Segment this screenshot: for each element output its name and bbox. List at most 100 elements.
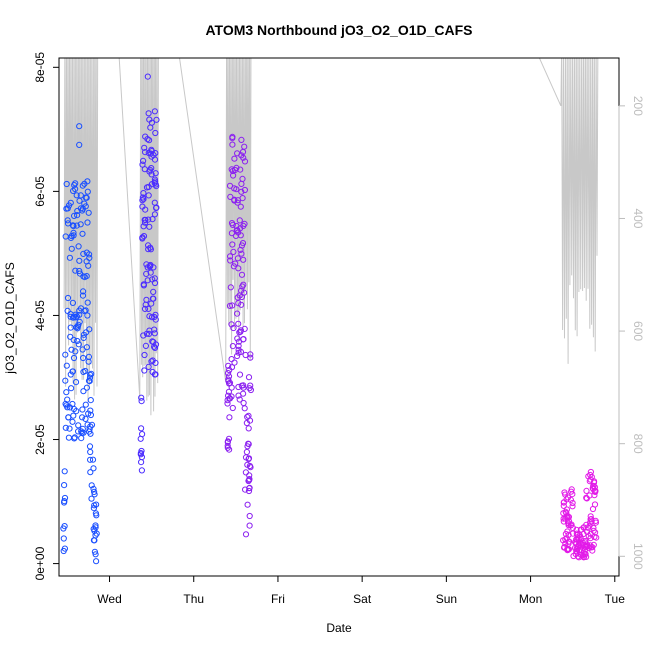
data-point [227, 284, 234, 291]
data-point [137, 435, 144, 442]
data-point [576, 532, 583, 539]
data-point [72, 379, 80, 386]
data-point [238, 136, 245, 143]
data-point [86, 378, 93, 385]
data-point [246, 512, 253, 520]
y-tick-label: 0e+00 [33, 546, 47, 580]
data-point [563, 496, 570, 503]
x-tick-label: Tue [605, 592, 626, 606]
data-point [241, 289, 248, 296]
x-tick-label: Wed [97, 592, 121, 606]
data-point [144, 277, 151, 284]
data-point [78, 435, 85, 442]
data-point [91, 502, 98, 509]
x-axis: Wed Thu Fri Sat Sun Mon Tue [97, 575, 626, 606]
data-points [60, 73, 600, 565]
pressure-trace [63, 58, 599, 416]
data-point [241, 143, 248, 150]
data-point [145, 216, 152, 223]
data-point [144, 136, 151, 143]
x-tick-label: Sat [353, 592, 372, 606]
data-point [562, 536, 569, 543]
data-point [141, 305, 149, 312]
data-point [246, 484, 253, 491]
data-point [138, 425, 145, 432]
data-point [235, 320, 242, 327]
data-point [234, 150, 241, 157]
data-point [76, 257, 83, 264]
data-point [146, 313, 153, 320]
data-point [79, 205, 87, 212]
data-point [565, 546, 573, 553]
data-point [63, 180, 70, 188]
data-point [563, 509, 570, 517]
data-point [70, 314, 77, 321]
data-point [231, 197, 238, 204]
data-point [90, 465, 97, 472]
data-point [77, 221, 84, 228]
data-point [74, 337, 81, 345]
data-point [61, 482, 68, 489]
data-point [79, 425, 86, 432]
data-point [225, 388, 232, 395]
data-point [145, 110, 152, 117]
data-point [585, 545, 593, 552]
data-point [86, 374, 94, 381]
data-point [229, 302, 236, 309]
data-point [573, 530, 580, 537]
data-point [66, 404, 74, 411]
data-point [140, 157, 147, 164]
data-point [150, 264, 157, 271]
data-point [151, 156, 159, 163]
y2-tick-label: 600 [631, 321, 645, 341]
data-point [85, 262, 92, 269]
data-point [151, 371, 158, 378]
data-point [236, 371, 244, 378]
data-point [82, 415, 89, 422]
data-point [569, 503, 576, 510]
data-point [89, 456, 97, 463]
data-point [235, 342, 242, 349]
data-point [149, 276, 156, 283]
data-point [150, 295, 157, 302]
data-point [74, 325, 81, 332]
data-point [224, 444, 231, 451]
data-point [75, 422, 82, 429]
data-point [246, 385, 253, 392]
data-point [240, 390, 247, 397]
data-point [146, 166, 154, 173]
data-point [68, 385, 75, 392]
data-point [561, 489, 568, 496]
data-point [80, 334, 87, 341]
data-point [75, 341, 82, 348]
data-point [151, 108, 158, 115]
data-point [70, 223, 77, 230]
data-point [141, 219, 149, 226]
data-point [226, 366, 233, 374]
data-point [68, 245, 75, 252]
chart-title: ATOM3 Northbound jO3_O2_O1D_CAFS [205, 22, 472, 38]
data-point [151, 344, 159, 351]
data-point [237, 327, 244, 334]
data-point [141, 367, 148, 374]
data-point [233, 164, 240, 171]
data-point [73, 313, 81, 320]
data-point [66, 254, 74, 261]
data-point [143, 184, 151, 191]
data-point [225, 370, 232, 377]
data-point [68, 346, 75, 353]
data-point [569, 499, 576, 507]
data-point [61, 468, 68, 475]
data-point [143, 261, 150, 268]
data-point [229, 133, 236, 140]
data-point [246, 476, 253, 483]
data-point [246, 522, 253, 529]
data-point [84, 219, 91, 226]
data-point [575, 536, 582, 543]
data-point [139, 194, 146, 201]
data-point [72, 267, 79, 274]
data-point [85, 353, 93, 360]
data-point [83, 249, 90, 256]
data-point [152, 359, 159, 366]
data-point [245, 440, 252, 447]
